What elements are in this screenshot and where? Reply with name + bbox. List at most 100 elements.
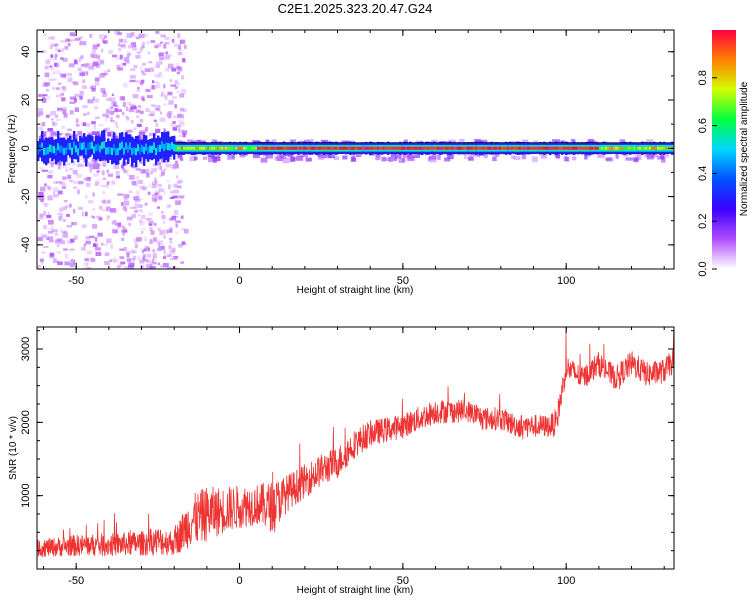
spectrogram-core-cell (63, 148, 66, 156)
y-tick-label: 20 (20, 94, 32, 106)
spectrogram-scatter-cell (138, 214, 141, 217)
spectrogram-scatter-cell (117, 193, 124, 196)
spectrogram-core-cell (69, 142, 72, 150)
spectrogram-scatter-cell (63, 113, 68, 118)
spectrogram-scatter-cell (178, 195, 184, 199)
spectrogram-scatter-cell (86, 71, 89, 76)
spectrogram-halo-cell (323, 152, 331, 158)
spectrogram-scatter-cell (181, 75, 185, 80)
spectrogram-scatter-cell (87, 162, 92, 167)
spectrogram-scatter-cell (180, 40, 184, 45)
spectrogram-scatter-cell (40, 259, 43, 265)
spectrogram-scatter-cell (47, 187, 52, 190)
spectrogram-peak-cell (495, 146, 498, 150)
spectrogram-scatter-cell (51, 36, 56, 40)
spectrogram-scatter-cell (155, 239, 161, 244)
spectrogram-scatter-cell (87, 267, 92, 269)
spectrogram-scatter-cell (94, 106, 99, 110)
spectrogram-scatter-cell (110, 116, 113, 122)
spectrogram-peak-cell (255, 146, 258, 150)
spectrogram-scatter-cell (114, 121, 118, 126)
spectrogram-scatter-cell (75, 174, 82, 178)
spectrogram-scatter-cell (163, 103, 168, 106)
spectrogram-scatter-cell (159, 72, 162, 75)
spectrogram-scatter-cell (87, 177, 91, 180)
spectrogram-peak-cell (497, 146, 500, 150)
spectrogram-scatter-cell (95, 181, 99, 186)
spectrogram-scatter-cell (85, 236, 90, 240)
spectrogram-scatter-cell (146, 95, 153, 98)
spectrogram-scatter-cell (150, 40, 156, 43)
spectrogram-scatter-cell (152, 181, 155, 185)
spectrogram-scatter-cell (65, 133, 71, 137)
spectrogram-scatter-cell (91, 158, 97, 163)
spectrogram-scatter-cell (61, 48, 64, 53)
spectrogram-peak-cell (369, 146, 372, 150)
spectrogram-scatter-cell (172, 96, 177, 100)
spectrogram-scatter-cell (96, 215, 101, 219)
spectrogram-scatter-cell (91, 121, 96, 125)
spectrogram-scatter-cell (128, 222, 131, 227)
spectrogram-scatter-cell (125, 59, 130, 65)
spectrogram-scatter-cell (72, 170, 78, 175)
spectrogram-scatter-cell (121, 229, 128, 233)
spectrogram-peak-cell (561, 146, 564, 150)
spectrogram-scatter-cell (48, 58, 54, 61)
spectrogram-scatter-cell (103, 128, 108, 133)
spectrogram-halo-cell (298, 151, 304, 157)
spectrogram-scatter-cell (85, 195, 88, 199)
spectrogram-scatter-cell (75, 124, 80, 127)
spectrogram-scatter-cell (149, 67, 155, 72)
spectrogram-scatter-cell (177, 44, 182, 49)
spectrogram-scatter-cell (54, 43, 59, 47)
spectrogram-scatter-cell (81, 71, 86, 74)
spectrogram-scatter-cell (62, 230, 68, 234)
spectrogram-scatter-cell (56, 181, 62, 184)
spectrogram-peak-cell (557, 146, 560, 150)
spectrogram-halo-cell (570, 138, 576, 145)
spectrogram-peak-cell (191, 146, 194, 150)
spectrogram-scatter-cell (135, 243, 138, 249)
spectrogram-halo-cell (428, 157, 437, 163)
spectrogram-halo-cell (437, 154, 441, 160)
spectrogram-ylabel: Frequency (Hz) (7, 115, 18, 184)
spectrogram-scatter-cell (169, 240, 173, 244)
spectrogram-scatter-cell (117, 64, 123, 69)
spectrogram-peak-cell (269, 146, 272, 150)
spectrogram-peak-cell (597, 146, 600, 150)
spectrogram-halo-cell (217, 154, 221, 158)
spectrogram-peak-cell (365, 146, 368, 150)
spectrogram-peak-cell (595, 146, 598, 150)
spectrogram-scatter-cell (111, 97, 116, 102)
spectrogram-scatter-cell (123, 247, 128, 252)
spectrogram-scatter-cell (169, 196, 175, 199)
spectrogram-peak-cell (243, 146, 246, 150)
spectrogram-halo-cell (202, 156, 208, 160)
spectrogram-scatter-cell (64, 232, 69, 238)
spectrogram-scatter-cell (179, 107, 185, 112)
spectrogram-scatter-cell (154, 73, 160, 78)
spectrogram-scatter-cell (146, 41, 151, 45)
spectrogram-halo-cell (393, 157, 398, 161)
spectrogram-peak-cell (327, 146, 330, 150)
spectrogram-scatter-cell (73, 81, 79, 86)
spectrogram-halo-cell (403, 139, 408, 143)
spectrogram-peak-cell (377, 146, 380, 150)
spectrogram-scatter-cell (64, 253, 69, 259)
spectrogram-scatter-cell (107, 69, 110, 73)
spectrogram-halo-cell (563, 156, 568, 162)
y-tick-label: 3000 (20, 337, 32, 361)
snr-frame (36, 326, 675, 570)
spectrogram-xlabel: Height of straight line (km) (297, 285, 414, 296)
spectrogram-core-cell (91, 141, 94, 149)
spectrogram-peak-cell (265, 146, 268, 150)
spectrogram-scatter-cell (118, 47, 122, 51)
spectrogram-peak-cell (469, 146, 472, 150)
spectrogram-scatter-cell (49, 45, 53, 50)
x-tick-label: 100 (557, 575, 575, 587)
spectrogram-scatter-cell (60, 57, 64, 60)
spectrogram-scatter-cell (140, 227, 146, 231)
spectrogram-halo-cell (55, 160, 62, 166)
spectrogram-core-cell (43, 148, 46, 156)
spectrogram-scatter-cell (73, 160, 76, 166)
